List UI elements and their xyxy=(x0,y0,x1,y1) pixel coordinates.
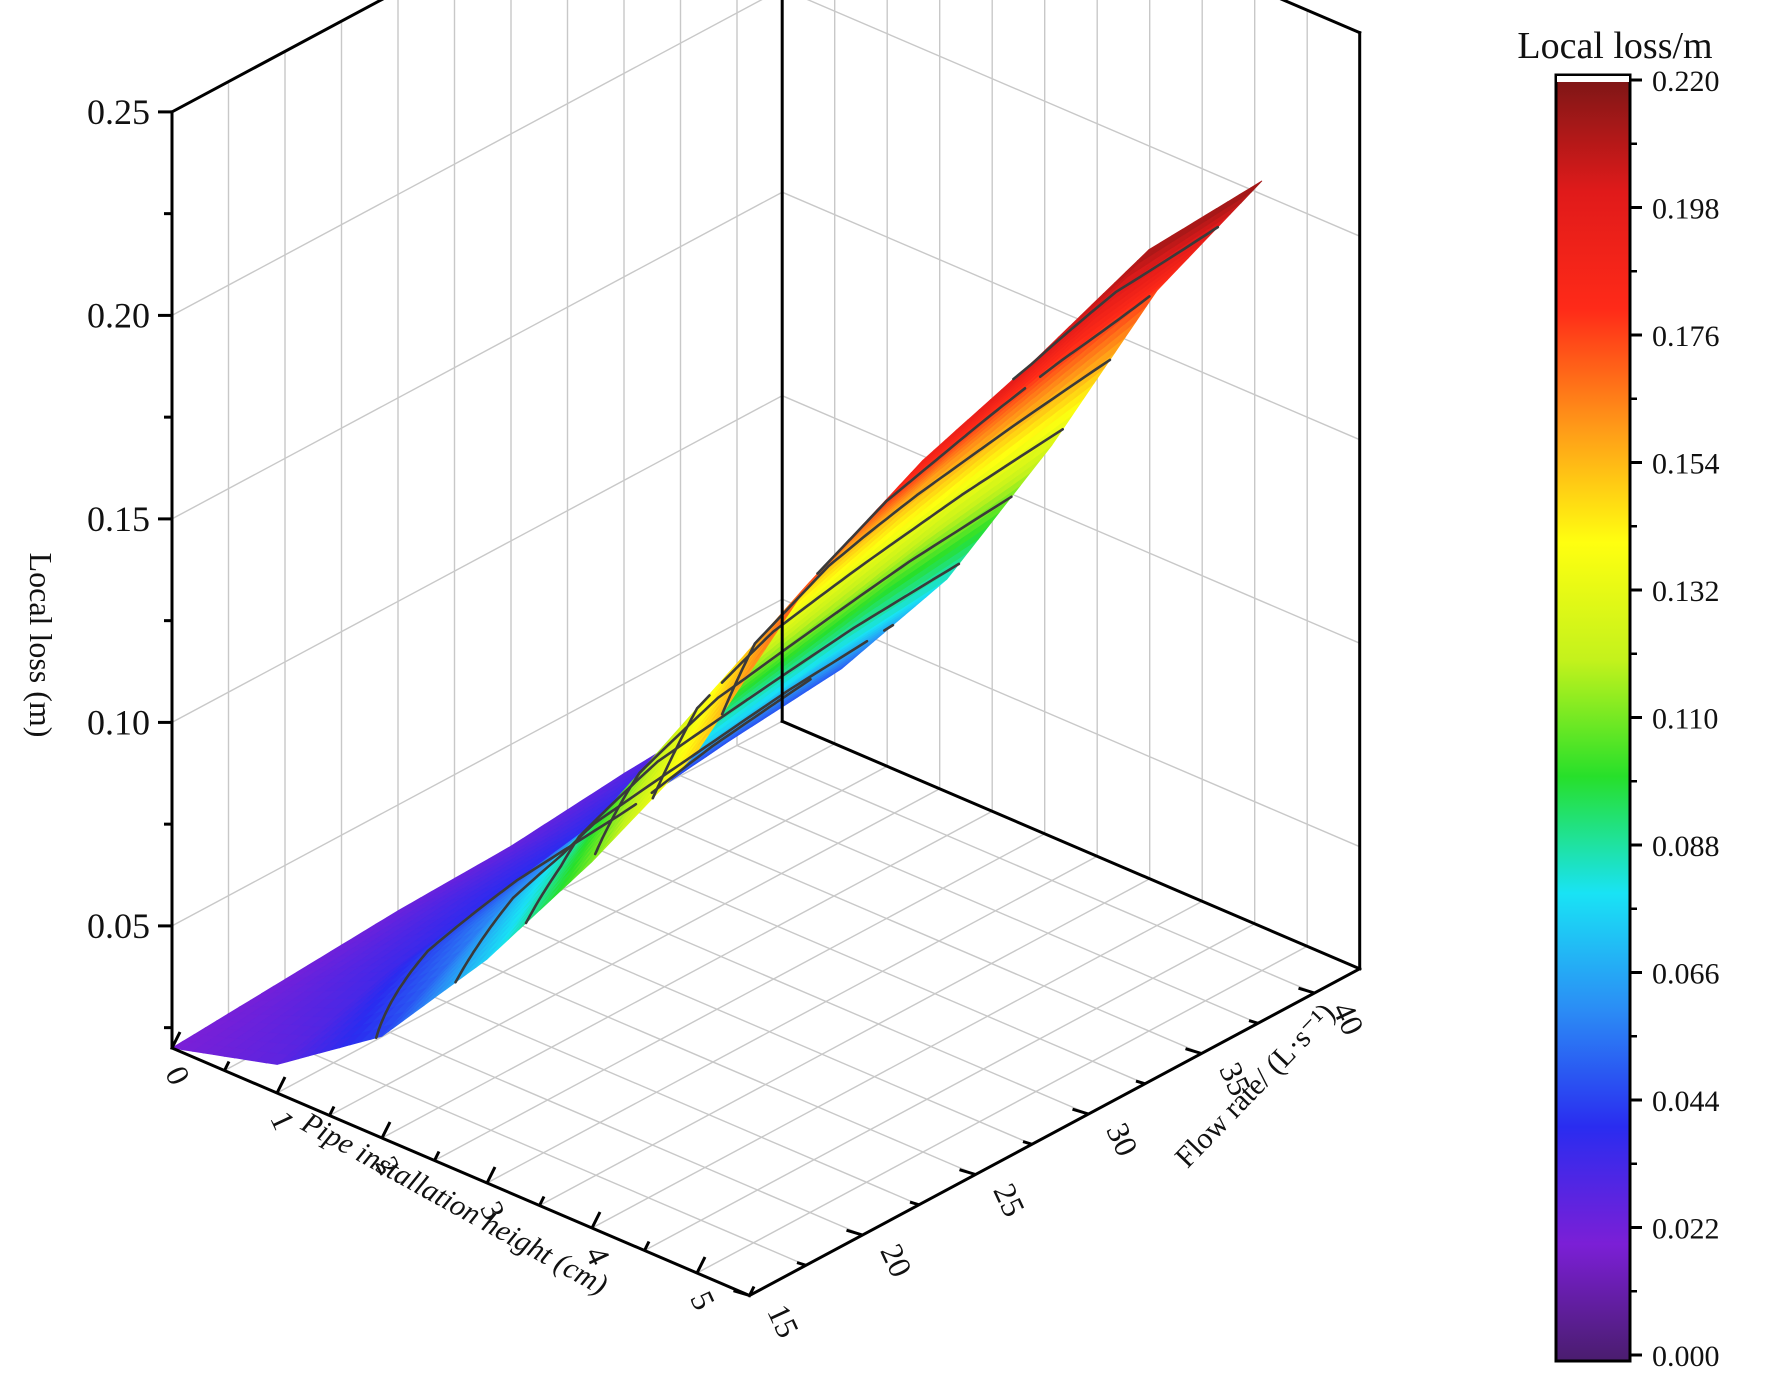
colorbar-tick-label: 0.220 xyxy=(1652,65,1720,98)
grid-line xyxy=(171,395,783,724)
axis-line xyxy=(1279,0,1362,35)
tick-label: 0.25 xyxy=(87,92,150,132)
colorbar-tick-label: 0.132 xyxy=(1652,575,1720,608)
tick-mark xyxy=(590,1211,602,1229)
grid-line xyxy=(454,896,1033,1145)
grid-line xyxy=(397,926,976,1176)
tick-mark xyxy=(846,1228,863,1237)
colorbar-tick-label: 0.110 xyxy=(1652,703,1718,736)
colorbar: Local loss/m 0.0000.0220.0440.0660.0880.… xyxy=(1517,25,1719,1373)
tick-mark xyxy=(1135,1079,1146,1086)
colorbar-tick-label: 0.176 xyxy=(1652,320,1720,353)
colorbar-bar xyxy=(1554,73,1632,1363)
tick-label: 20 xyxy=(873,1238,919,1282)
z-axis-label: Local loss (m) xyxy=(23,553,59,738)
tick-mark xyxy=(959,1168,976,1176)
contour-line xyxy=(454,623,895,984)
tick-mark xyxy=(170,1031,182,1049)
grid-line xyxy=(276,765,888,1094)
contour-lines xyxy=(374,225,1220,1040)
tick-label: 0.15 xyxy=(87,499,150,539)
grid-line xyxy=(486,855,1098,1184)
colorbar-tick-label: 0.022 xyxy=(1652,1213,1720,1246)
grid-line xyxy=(341,956,920,1206)
tick-mark xyxy=(1022,1140,1033,1146)
grid-line xyxy=(434,833,1046,1162)
colorbar-tick-label: 0.198 xyxy=(1652,193,1720,226)
tick-label: 0 xyxy=(158,1060,197,1090)
contour-line xyxy=(374,678,812,1040)
tick-mark xyxy=(1185,1047,1202,1055)
grid-line xyxy=(381,810,993,1139)
contour-line xyxy=(1012,225,1220,381)
colorbar-top-cap xyxy=(1557,76,1629,82)
grid-line xyxy=(781,191,1360,441)
tick-label: 0.05 xyxy=(87,906,150,946)
surface-patch xyxy=(1239,180,1263,200)
tick-mark xyxy=(223,1060,231,1072)
colorbar-tick-label: 0.088 xyxy=(1652,830,1720,863)
grid-line xyxy=(329,788,941,1117)
grid-line xyxy=(539,878,1151,1207)
grid-line xyxy=(806,0,1360,237)
grid-line xyxy=(567,835,1146,1085)
axis-line xyxy=(170,1046,752,1298)
colorbar-tick-label: 0.000 xyxy=(1652,1340,1720,1373)
grid-line xyxy=(171,0,763,317)
tick-mark xyxy=(275,1076,287,1094)
contour-line xyxy=(816,295,1151,575)
tick-mark xyxy=(1248,1019,1259,1025)
contour-line xyxy=(651,428,1064,800)
grid-line xyxy=(228,1017,807,1266)
colorbar-tick-label: 0.066 xyxy=(1652,958,1720,991)
colorbar-ticks: 0.000 0.022 0.044 0.066 0.088 0.110 0.132 0.154… xyxy=(1557,65,1720,1373)
grid-line xyxy=(171,0,383,113)
tick-mark xyxy=(433,1150,441,1162)
surface xyxy=(170,180,1263,1065)
grid-line xyxy=(644,923,1256,1252)
tick-mark xyxy=(909,1200,920,1207)
grid-line xyxy=(510,865,1089,1115)
grid-line xyxy=(781,598,1360,848)
x-axis-label: Pipe installation height (cm) xyxy=(295,1105,613,1301)
tick-mark xyxy=(695,1256,707,1274)
colorbar-title: Local loss/m xyxy=(1517,25,1712,67)
tick-mark xyxy=(328,1105,336,1117)
contour-line xyxy=(524,562,961,925)
tick-mark xyxy=(1072,1107,1089,1116)
grid-line xyxy=(696,945,1308,1274)
axis-line xyxy=(169,0,385,114)
tick-label: 15 xyxy=(760,1299,806,1343)
colorbar-tick-label: 0.154 xyxy=(1652,448,1720,481)
grid-line xyxy=(623,805,1202,1055)
tick-mark xyxy=(1298,986,1315,995)
tick-label: 30 xyxy=(1099,1117,1145,1161)
grid-line xyxy=(1281,0,1360,34)
contour-line xyxy=(720,358,1112,716)
axis-line xyxy=(780,719,1362,971)
tick-label: 1 xyxy=(263,1105,302,1135)
grid-line xyxy=(591,900,1203,1229)
tick-mark xyxy=(796,1261,807,1267)
grid-line xyxy=(781,395,1360,644)
grid-line xyxy=(171,191,783,520)
tick-mark xyxy=(748,1285,756,1297)
tick-mark xyxy=(643,1240,651,1252)
contour-line xyxy=(593,495,1013,856)
grid-line xyxy=(736,744,1315,994)
colorbar-tick-label: 0.044 xyxy=(1652,1085,1720,1118)
axis-line xyxy=(747,966,1362,1298)
tick-mark xyxy=(538,1195,546,1207)
tick-label: 5 xyxy=(683,1285,722,1315)
tick-label: 0.10 xyxy=(87,702,150,742)
tick-label: 25 xyxy=(986,1178,1032,1222)
tick-mark xyxy=(733,1289,750,1297)
tick-label: 0.20 xyxy=(87,295,150,335)
plot-frame xyxy=(169,0,1362,1298)
tick-mark xyxy=(380,1121,392,1139)
grid-line xyxy=(680,775,1259,1024)
tick-mark xyxy=(485,1166,497,1184)
